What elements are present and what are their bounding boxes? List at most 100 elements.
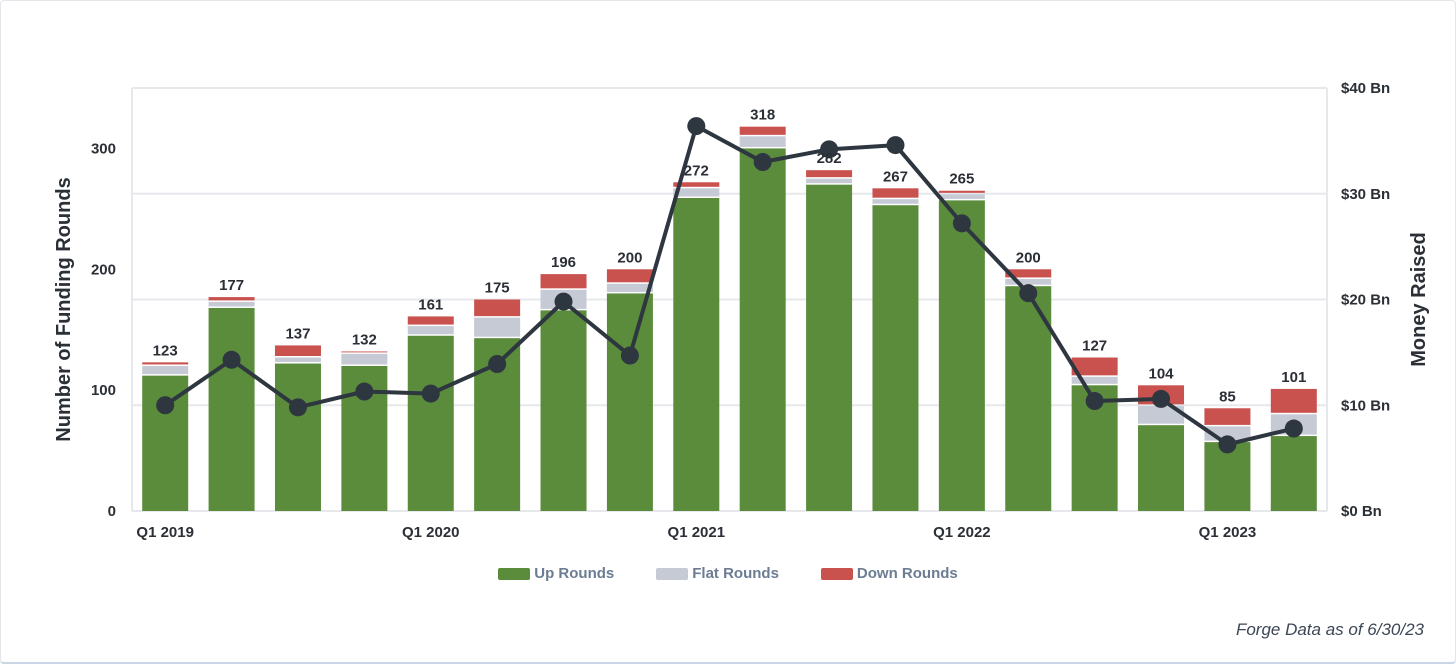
x-tick-16: Q1 2023 <box>1199 524 1257 541</box>
bar-up-16 <box>1204 442 1251 511</box>
bar-down-9 <box>739 126 786 135</box>
money-raised-point-7 <box>620 346 639 365</box>
y2-tick-2: $20 Bn <box>1341 292 1390 309</box>
legend-swatch-down <box>820 567 853 580</box>
money-raised-point-2 <box>288 398 307 417</box>
bar-down-13 <box>1005 269 1052 278</box>
y2-axis-title: Money Raised <box>1408 232 1430 366</box>
bar-flat-5 <box>474 317 521 337</box>
bar-up-4 <box>407 335 454 511</box>
bar-up-2 <box>274 363 321 511</box>
bar-flat-12 <box>938 194 985 199</box>
y2-tick-0: $0 Bn <box>1341 503 1382 520</box>
money-raised-point-6 <box>554 292 573 311</box>
legend-item-up-rounds[interactable]: Up Rounds <box>498 565 614 582</box>
y-tick-2: 200 <box>91 261 116 278</box>
legend-item-down-rounds[interactable]: Down Rounds <box>820 565 958 582</box>
money-raised-point-1 <box>222 350 241 369</box>
bar-flat-1 <box>208 301 255 307</box>
bar-down-4 <box>407 316 454 325</box>
bar-down-11 <box>872 188 919 198</box>
x-tick-8: Q1 2021 <box>668 524 726 541</box>
y2-tick-3: $30 Bn <box>1341 186 1390 203</box>
bar-up-12 <box>938 200 985 511</box>
bar-series <box>142 126 1317 512</box>
total-label-0: 123 <box>153 342 178 359</box>
axes: 0 100 200 300 $0 Bn $10 Bn $20 Bn $30 Bn $40 Bn Q… <box>53 80 1430 541</box>
bar-up-7 <box>606 293 653 511</box>
bar-down-10 <box>806 170 853 178</box>
money-raised-point-10 <box>820 140 839 159</box>
bar-up-13 <box>1005 286 1052 511</box>
total-label-1: 177 <box>219 277 244 294</box>
total-label-4: 161 <box>418 296 443 313</box>
total-label-17: 101 <box>1281 369 1306 386</box>
bar-flat-14 <box>1071 376 1118 384</box>
money-raised-point-16 <box>1218 435 1237 454</box>
bar-down-16 <box>1204 408 1251 425</box>
y-tick-0: 0 <box>108 503 116 520</box>
money-raised-point-4 <box>421 384 440 403</box>
total-label-8: 272 <box>684 162 709 179</box>
x-tick-4: Q1 2020 <box>402 524 460 541</box>
money-raised-point-12 <box>952 214 971 233</box>
bar-flat-9 <box>739 136 786 147</box>
total-label-10: 282 <box>817 150 842 167</box>
funding-rounds-chart: 123 177 137 132 161 175 196 200 272 318 282 267 265 2… <box>53 80 1430 541</box>
bar-down-17 <box>1270 388 1317 413</box>
total-label-11: 267 <box>883 168 908 185</box>
bar-flat-7 <box>606 283 653 292</box>
y2-tick-1: $10 Bn <box>1341 397 1390 414</box>
total-label-14: 127 <box>1082 338 1107 355</box>
money-raised-point-17 <box>1284 419 1303 438</box>
bar-up-1 <box>208 307 255 511</box>
money-raised-path <box>164 124 1295 447</box>
bar-down-6 <box>540 274 587 289</box>
data-labels: 123 177 137 132 161 175 196 200 272 318 282 267 265 2… <box>153 107 1307 406</box>
total-label-15: 104 <box>1149 365 1175 382</box>
bar-flat-11 <box>872 199 919 204</box>
bar-up-11 <box>872 205 919 511</box>
x-tick-0: Q1 2019 <box>136 524 194 541</box>
bar-down-5 <box>474 299 521 317</box>
total-label-2: 137 <box>285 325 310 342</box>
bar-up-8 <box>673 197 720 512</box>
money-raised-point-0 <box>156 396 175 415</box>
bar-down-8 <box>673 182 720 187</box>
legend-item-flat-rounds[interactable]: Flat Rounds <box>656 565 779 582</box>
total-label-5: 175 <box>485 280 510 297</box>
money-raised-point-14 <box>1085 392 1104 411</box>
bar-down-0 <box>142 362 189 365</box>
bar-down-1 <box>208 297 255 301</box>
legend-label-down: Down Rounds <box>856 565 958 582</box>
money-raised-point-13 <box>1019 284 1038 303</box>
y-tick-1: 100 <box>91 382 116 399</box>
legend: Up Rounds Flat Rounds Down Rounds <box>0 565 1456 582</box>
money-raised-point-11 <box>886 136 905 155</box>
legend-label-flat: Flat Rounds <box>692 565 779 582</box>
bar-down-12 <box>938 190 985 193</box>
bar-flat-15 <box>1138 405 1185 424</box>
bar-flat-13 <box>1005 278 1052 285</box>
total-label-9: 318 <box>750 107 775 124</box>
gridlines <box>131 87 1328 512</box>
bar-flat-3 <box>341 353 388 365</box>
source-note: Forge Data as of 6/30/23 <box>1235 620 1424 639</box>
bar-up-15 <box>1138 425 1185 511</box>
bar-up-9 <box>739 148 786 511</box>
total-label-13: 200 <box>1016 249 1041 266</box>
bar-up-17 <box>1270 436 1317 511</box>
money-raised-point-8 <box>687 117 706 136</box>
y2-tick-4: $40 Bn <box>1341 80 1390 97</box>
x-tick-12: Q1 2022 <box>933 524 991 541</box>
bar-flat-8 <box>673 188 720 197</box>
y-axis-title: Number of Funding Rounds <box>53 177 75 441</box>
money-raised-point-9 <box>753 153 772 172</box>
total-label-12: 265 <box>949 171 974 188</box>
total-label-6: 196 <box>551 254 576 271</box>
money-raised-line <box>156 117 1303 454</box>
y-tick-3: 300 <box>91 140 116 157</box>
bar-down-7 <box>606 269 653 283</box>
legend-swatch-flat <box>656 567 689 580</box>
total-label-3: 132 <box>352 331 377 348</box>
